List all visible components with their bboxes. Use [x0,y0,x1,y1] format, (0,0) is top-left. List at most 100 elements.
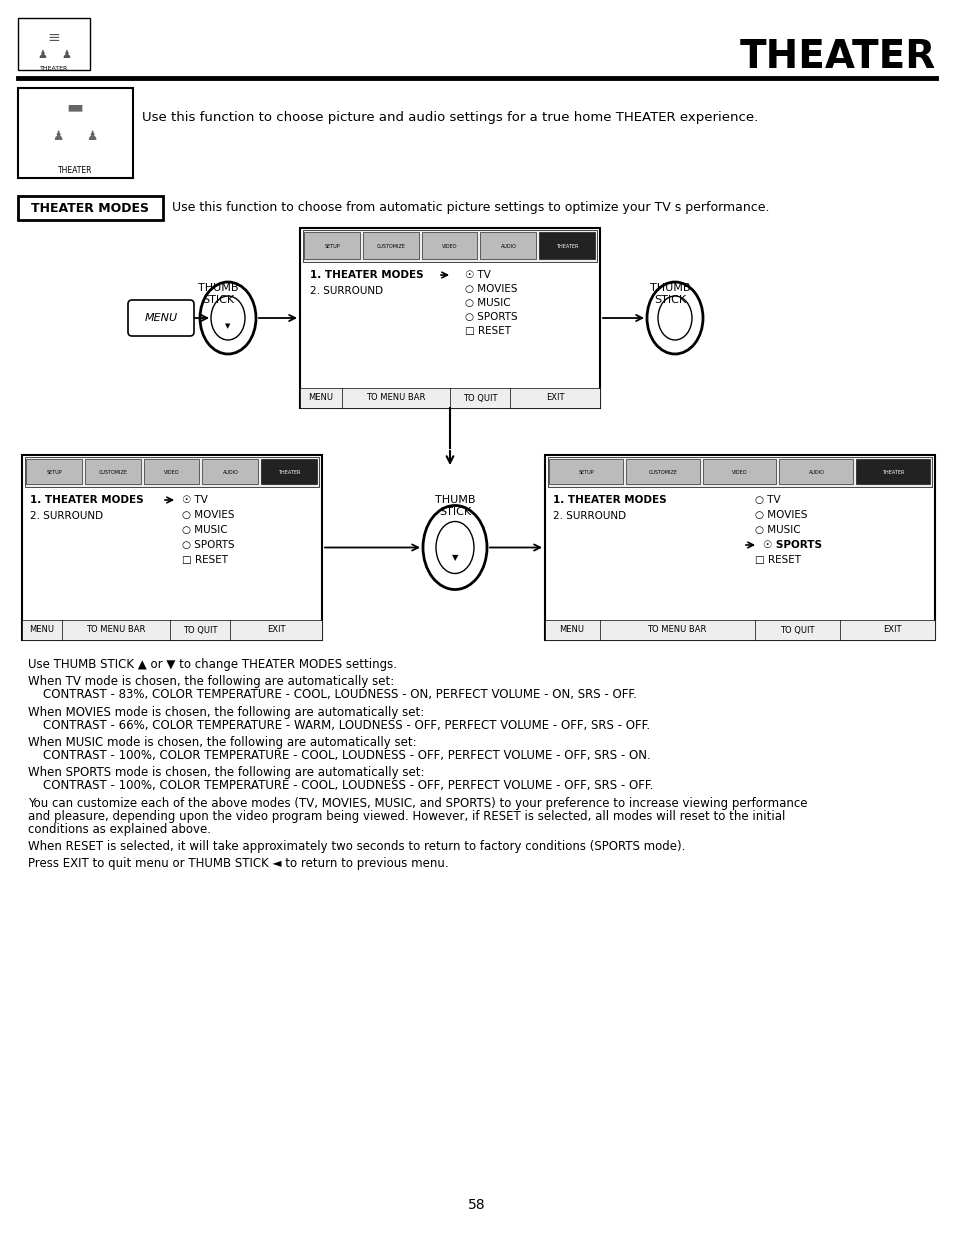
Text: 58: 58 [468,1198,485,1212]
Bar [855,459,929,484]
Text: ○ MOVIES: ○ MOVIES [464,284,517,294]
Bar [18,88,132,178]
Ellipse shape [658,296,691,340]
Text: MENU: MENU [30,625,54,635]
Text: AUDIO: AUDIO [808,469,824,474]
Text: □ RESET: □ RESET [182,555,228,564]
Bar [701,459,776,484]
Text: Use this function to choose from automatic picture settings to optimize your TV : Use this function to choose from automat… [172,201,769,215]
Bar [304,232,359,259]
Bar [421,232,476,259]
Text: 1. THEATER MODES: 1. THEATER MODES [30,495,144,505]
Text: MENU: MENU [308,394,334,403]
Bar [779,459,852,484]
Bar [480,232,536,259]
Text: When RESET is selected, it will take approximately two seconds to return to fact: When RESET is selected, it will take app… [28,840,684,853]
Text: TO QUIT: TO QUIT [462,394,497,403]
Text: ○ SPORTS: ○ SPORTS [182,540,234,550]
FancyBboxPatch shape [128,300,193,336]
Bar [144,459,199,484]
Text: TO MENU BAR: TO MENU BAR [647,625,706,635]
Bar [299,388,599,408]
Text: MENU: MENU [558,625,584,635]
Text: □ RESET: □ RESET [754,555,801,564]
Text: 1. THEATER MODES: 1. THEATER MODES [310,270,423,280]
Text: conditions as explained above.: conditions as explained above. [28,823,211,836]
Text: MENU: MENU [144,312,177,324]
Bar [18,196,163,220]
Bar [26,459,82,484]
Bar [625,459,699,484]
Text: TO QUIT: TO QUIT [183,625,217,635]
Bar [362,232,418,259]
Bar [547,457,931,487]
Text: AUDIO: AUDIO [500,243,517,248]
Text: THEATER: THEATER [882,469,903,474]
Text: SETUP: SETUP [578,469,594,474]
Text: THEATER MODES: THEATER MODES [30,201,149,215]
Ellipse shape [646,282,702,354]
Text: EXIT: EXIT [545,394,563,403]
Text: When SPORTS mode is chosen, the following are automatically set:: When SPORTS mode is chosen, the followin… [28,766,424,779]
Bar [202,459,258,484]
Bar [25,457,318,487]
Text: ○ MOVIES: ○ MOVIES [754,510,806,520]
Bar [18,19,90,70]
Text: ▼: ▼ [452,553,457,562]
Text: ♟: ♟ [52,130,64,143]
Text: When TV mode is chosen, the following are automatically set:: When TV mode is chosen, the following ar… [28,676,394,688]
Text: THEATER: THEATER [58,165,92,175]
Text: EXIT: EXIT [882,625,901,635]
Text: ○ TV: ○ TV [754,495,780,505]
Text: ○ MUSIC: ○ MUSIC [464,298,510,308]
Bar [261,459,316,484]
Text: CUSTOMIZE: CUSTOMIZE [376,243,405,248]
Text: VIDEO: VIDEO [164,469,179,474]
Text: 2. SURROUND: 2. SURROUND [553,511,625,521]
Text: VIDEO: VIDEO [442,243,457,248]
Text: ≡: ≡ [48,30,60,44]
Bar [85,459,140,484]
Text: ♟: ♟ [87,130,97,143]
Text: VIDEO: VIDEO [732,469,747,474]
Text: 2. SURROUND: 2. SURROUND [30,511,103,521]
Text: and pleasure, depending upon the video program being viewed. However, if RESET i: and pleasure, depending upon the video p… [28,810,784,823]
Text: THEATER: THEATER [278,469,300,474]
Text: ○ MUSIC: ○ MUSIC [182,525,228,535]
Text: TO QUIT: TO QUIT [779,625,814,635]
Text: ▼: ▼ [225,324,231,329]
Text: ☉ TV: ☉ TV [182,495,208,505]
Text: CONTRAST - 66%, COLOR TEMPERATURE - WARM, LOUDNESS - OFF, PERFECT VOLUME - OFF, : CONTRAST - 66%, COLOR TEMPERATURE - WARM… [28,719,649,731]
Text: THUMB
STICK: THUMB STICK [649,283,690,305]
Text: THUMB
STICK: THUMB STICK [435,495,475,517]
Text: SETUP: SETUP [47,469,62,474]
Text: TO MENU BAR: TO MENU BAR [366,394,425,403]
Bar [548,459,622,484]
Text: ▬: ▬ [67,98,84,116]
Text: THEATER: THEATER [556,243,578,248]
Ellipse shape [436,521,474,573]
Text: Press EXIT to quit menu or THUMB STICK ◄ to return to previous menu.: Press EXIT to quit menu or THUMB STICK ◄… [28,857,448,871]
Text: You can customize each of the above modes (TV, MOVIES, MUSIC, and SPORTS) to you: You can customize each of the above mode… [28,797,806,810]
Text: When MUSIC mode is chosen, the following are automatically set:: When MUSIC mode is chosen, the following… [28,736,416,748]
Text: CONTRAST - 100%, COLOR TEMPERATURE - COOL, LOUDNESS - OFF, PERFECT VOLUME - OFF,: CONTRAST - 100%, COLOR TEMPERATURE - COO… [28,750,650,762]
Bar [538,232,595,259]
Bar [22,620,322,640]
Text: CONTRAST - 83%, COLOR TEMPERATURE - COOL, LOUDNESS - ON, PERFECT VOLUME - ON, SR: CONTRAST - 83%, COLOR TEMPERATURE - COOL… [28,688,637,701]
Text: THUMB
STICK: THUMB STICK [197,283,238,305]
Text: ○ MOVIES: ○ MOVIES [182,510,234,520]
Bar [544,620,934,640]
Text: EXIT: EXIT [267,625,285,635]
Text: Use THUMB STICK ▲ or ▼ to change THEATER MODES settings.: Use THUMB STICK ▲ or ▼ to change THEATER… [28,658,396,671]
Text: ♟: ♟ [61,49,71,61]
Text: 1. THEATER MODES: 1. THEATER MODES [553,495,666,505]
Text: □ RESET: □ RESET [464,326,511,336]
Text: CUSTOMIZE: CUSTOMIZE [98,469,128,474]
Text: 2. SURROUND: 2. SURROUND [310,287,383,296]
Bar [303,230,597,262]
Bar [544,454,934,640]
Ellipse shape [422,505,486,589]
Text: ○ MUSIC: ○ MUSIC [754,525,800,535]
Text: ☉ TV: ☉ TV [464,270,491,280]
Text: THEATER: THEATER [40,65,68,70]
